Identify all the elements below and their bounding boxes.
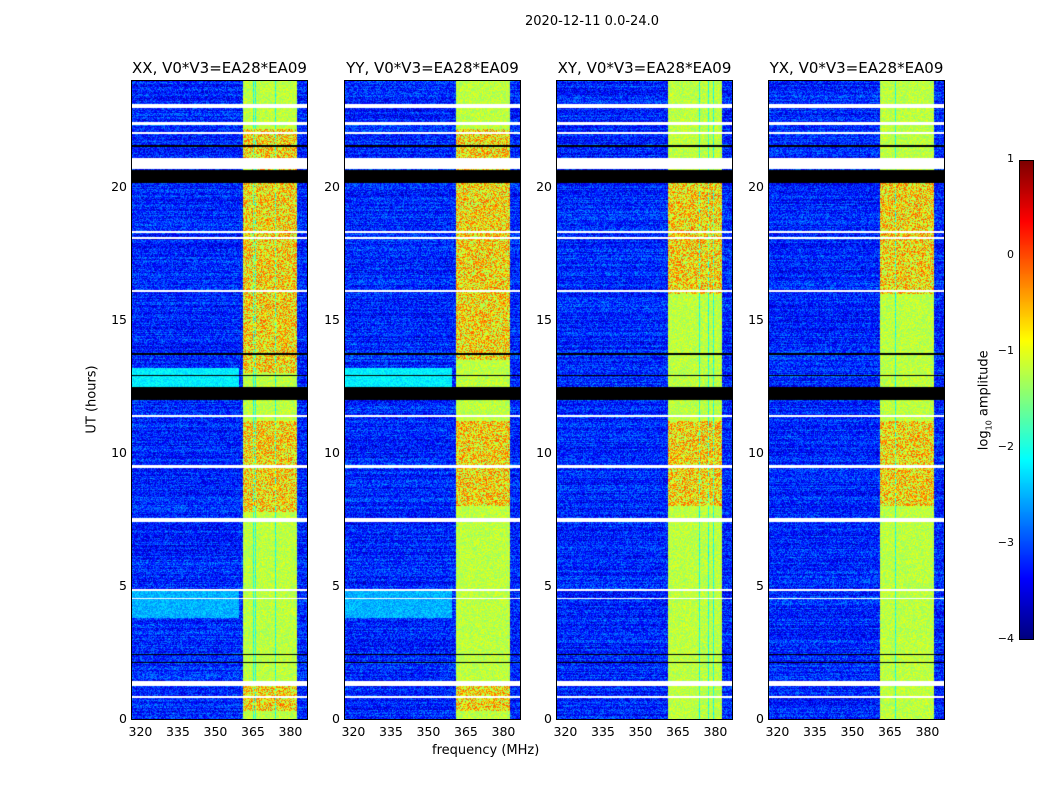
colorbar-tick-label: 1	[1007, 152, 1014, 165]
x-tick-label: 335	[379, 724, 403, 739]
colorbar-tick-label: −1	[997, 344, 1014, 357]
heatmap-panel	[344, 80, 521, 720]
heatmap-panel	[131, 80, 308, 720]
y-tick-label: 5	[756, 578, 764, 594]
x-tick-label: 380	[703, 724, 728, 739]
y-axis-label: UT (hours)	[84, 365, 100, 434]
x-tick-label: 320	[553, 724, 578, 739]
x-tick-label: 335	[803, 724, 827, 739]
x-tick-label: 320	[765, 724, 790, 739]
y-tick-label: 15	[536, 312, 552, 328]
colorbar-tick-label: −2	[997, 440, 1014, 453]
x-tick-label: 365	[666, 724, 690, 739]
heatmap-cells	[345, 81, 520, 719]
y-tick-label: 5	[332, 578, 340, 594]
x-axis-label: frequency (MHz)	[432, 743, 540, 758]
x-tick-label: 350	[840, 724, 865, 739]
colorbar-label-sub: 10	[984, 420, 994, 431]
heatmap-cells	[557, 81, 732, 719]
y-tick-label: 10	[111, 445, 127, 461]
y-tick-label: 10	[324, 445, 340, 461]
y-tick-label: 0	[119, 711, 127, 726]
panel-title: XY, V0*V3=EA28*EA09	[557, 59, 732, 77]
y-tick-label: 15	[324, 312, 340, 328]
x-tick-label: 380	[915, 724, 940, 739]
heatmap-cells	[769, 81, 944, 719]
y-tick-label: 10	[536, 445, 552, 461]
x-tick-label: 335	[591, 724, 615, 739]
colorbar-tick-label: −3	[997, 536, 1014, 549]
y-tick-label: 20	[111, 179, 127, 195]
figure-title: 2020-12-11 0.0-24.0	[525, 14, 659, 29]
x-tick-label: 380	[278, 724, 303, 739]
y-tick-label: 15	[111, 312, 127, 328]
y-tick-label: 0	[756, 711, 764, 726]
x-tick-label: 320	[341, 724, 366, 739]
heatmap-panel	[768, 80, 945, 720]
y-tick-label: 10	[748, 445, 764, 461]
x-tick-label: 350	[628, 724, 653, 739]
x-tick-label: 335	[166, 724, 190, 739]
panel-title: YY, V0*V3=EA28*EA09	[346, 59, 519, 77]
x-tick-label: 350	[416, 724, 441, 739]
y-tick-label: 5	[544, 578, 552, 594]
y-tick-label: 0	[544, 711, 552, 726]
y-tick-label: 20	[748, 179, 764, 195]
x-tick-label: 380	[491, 724, 516, 739]
colorbar-label-main: log	[976, 430, 992, 451]
colorbar-label: log10 amplitude	[977, 345, 994, 455]
panel-title: XX, V0*V3=EA28*EA09	[132, 59, 307, 77]
x-tick-label: 350	[203, 724, 228, 739]
y-tick-label: 20	[324, 179, 340, 195]
x-tick-label: 365	[878, 724, 902, 739]
x-tick-label: 365	[241, 724, 265, 739]
panel-title: YX, V0*V3=EA28*EA09	[769, 59, 944, 77]
heatmap-panel	[556, 80, 733, 720]
y-tick-label: 20	[536, 179, 552, 195]
colorbar-label-rest: amplitude	[976, 350, 992, 421]
y-tick-label: 5	[119, 578, 127, 594]
y-tick-label: 15	[748, 312, 764, 328]
x-tick-label: 365	[454, 724, 478, 739]
colorbar	[1019, 160, 1034, 640]
colorbar-tick-label: −4	[997, 632, 1014, 645]
y-tick-label: 0	[332, 711, 340, 726]
colorbar-tick-label: 0	[1007, 248, 1014, 261]
heatmap-cells	[132, 81, 307, 719]
x-tick-label: 320	[128, 724, 153, 739]
